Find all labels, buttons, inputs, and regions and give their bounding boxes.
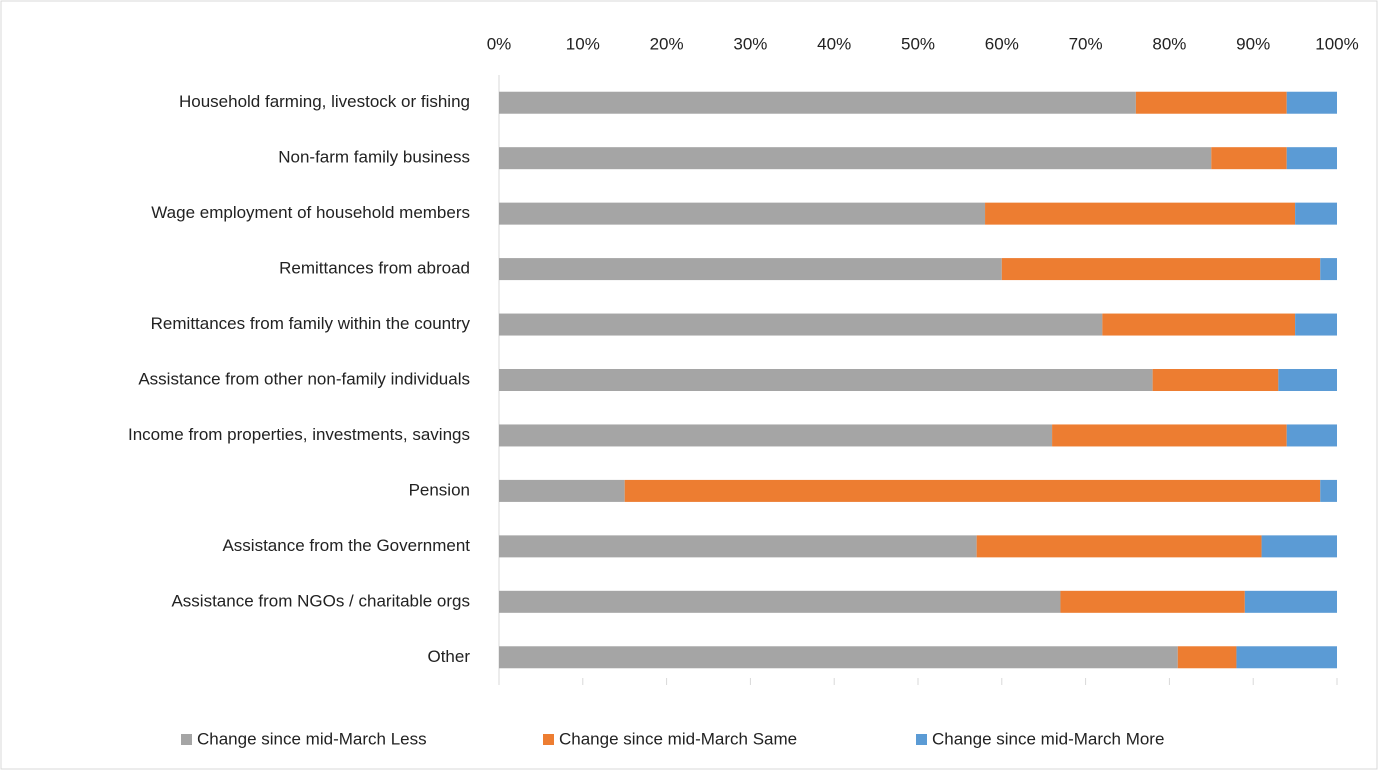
x-tick-label: 80% [1152,34,1186,53]
x-tick-label: 70% [1069,34,1103,53]
bar-segment [499,147,1212,170]
bar-segment [1295,313,1337,336]
bar-segment [499,479,625,502]
bar-segment [1052,424,1287,447]
x-tick-label: 20% [650,34,684,53]
bar-segment [499,590,1061,613]
y-tick-label: Other [427,647,470,666]
bar-segment [499,91,1136,114]
bar-segment [1001,258,1321,281]
x-tick-label: 90% [1236,34,1270,53]
y-tick-label: Wage employment of household members [151,203,470,222]
y-tick-label: Remittances from family within the count… [151,314,471,333]
y-tick-label: Assistance from the Government [222,536,470,555]
bar-segment [499,202,986,225]
legend-label: Change since mid-March More [932,729,1164,748]
bar-segment [499,369,1153,391]
y-tick-label: Pension [409,480,470,499]
y-tick-label: Remittances from abroad [279,259,470,278]
bar-segment [1286,424,1337,447]
bar-segment [1320,258,1337,281]
bar-segment [499,535,977,558]
y-tick-label: Non-farm family business [278,148,470,167]
legend-label: Change since mid-March Same [559,729,797,748]
bar-segment [1060,590,1245,613]
x-tick-label: 10% [566,34,600,53]
bar-segment [1286,147,1337,170]
bar-segment [985,202,1296,225]
bar-segment [1211,147,1287,170]
x-tick-label: 50% [901,34,935,53]
bar-segment [1320,479,1337,502]
bar-segment [1177,646,1237,669]
legend-swatch [181,734,192,745]
x-tick-label: 0% [487,34,512,53]
bar-segment [624,479,1321,502]
bar-segment [1102,313,1296,336]
legend-label: Change since mid-March Less [197,729,427,748]
y-tick-label: Income from properties, investments, sav… [128,425,470,444]
y-tick-label: Household farming, livestock or fishing [179,92,470,111]
x-tick-label: 30% [733,34,767,53]
bar-segment [1152,369,1279,391]
bar-segment [976,535,1262,558]
y-tick-label: Assistance from NGOs / charitable orgs [171,591,470,610]
bar-segment [1236,646,1337,669]
bar-segment [1135,91,1287,114]
bar-segment [499,258,1002,281]
bar-segment [1278,369,1337,391]
bar-segment [499,646,1178,669]
legend-swatch [916,734,927,745]
y-tick-label: Assistance from other non-family individ… [138,369,470,388]
bar-segment [1295,202,1337,225]
bar-segment [499,313,1103,336]
bar-segment [1286,91,1337,114]
x-tick-label: 40% [817,34,851,53]
bar-segment [1244,590,1337,613]
bar-segment [1261,535,1337,558]
x-tick-label: 100% [1315,34,1358,53]
bar-segment [499,424,1053,447]
x-tick-label: 60% [985,34,1019,53]
legend-swatch [543,734,554,745]
